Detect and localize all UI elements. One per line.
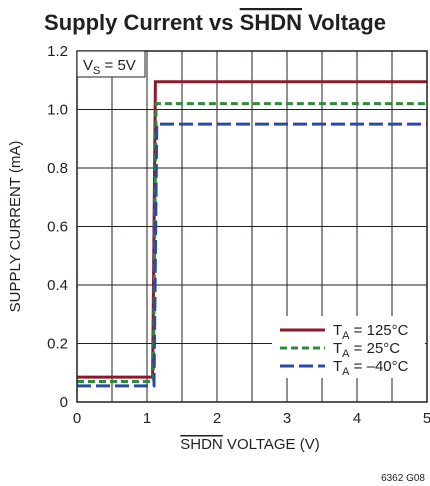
series-lines <box>77 80 427 388</box>
y-tick-label: 0.4 <box>47 277 68 294</box>
x-tick-label: 1 <box>143 410 151 427</box>
legend-label: TA = 125°C <box>333 322 409 342</box>
annotation-box <box>76 50 146 78</box>
vs-annotation: VS = 5V <box>76 50 146 78</box>
x-tick-labels: 0 1 2 3 4 5 <box>73 410 430 427</box>
y-tick-label: 0.6 <box>47 219 68 236</box>
x-tick-label: 0 <box>73 410 81 427</box>
x-axis-label: SHDN VOLTAGE (V) <box>180 436 319 453</box>
y-tick-label: 1.0 <box>47 102 68 119</box>
y-tick-label: 0.2 <box>47 336 68 353</box>
series-line-3 <box>77 122 427 388</box>
x-axis-label-text: SHDN VOLTAGE (V) <box>180 436 319 453</box>
y-axis-label: SUPPLY CURRENT (mA) <box>7 141 24 313</box>
title-overline-shdn: SHDN <box>240 10 302 35</box>
legend-label: TA = 25°C <box>333 340 400 360</box>
y-tick-label: 0 <box>60 394 68 411</box>
annotation-text: VS = 5V <box>83 57 136 77</box>
x-tick-label: 2 <box>213 410 221 427</box>
y-axis-label-text: SUPPLY CURRENT (mA) <box>7 141 24 313</box>
y-tick-labels: 0 0.2 0.4 0.6 0.8 1.0 1.2 <box>47 43 68 411</box>
x-tick-label: 4 <box>353 410 361 427</box>
chart-title: Supply Current vs SHDN Voltage <box>44 10 386 35</box>
legend-label: TA = –40°C <box>333 358 409 378</box>
figure-id-note: 6362 G08 <box>381 473 425 484</box>
x-tick-label: 5 <box>423 410 430 427</box>
y-tick-label: 1.2 <box>47 43 68 60</box>
plot-frame <box>76 50 428 403</box>
series-line-1 <box>77 80 427 379</box>
x-tick-label: 3 <box>283 410 291 427</box>
y-tick-label: 0.8 <box>47 160 68 177</box>
legend: TA = 125°CTA = 25°CTA = –40°C <box>272 316 425 378</box>
chart-title-text: Supply Current vs SHDN Voltage <box>44 10 386 35</box>
